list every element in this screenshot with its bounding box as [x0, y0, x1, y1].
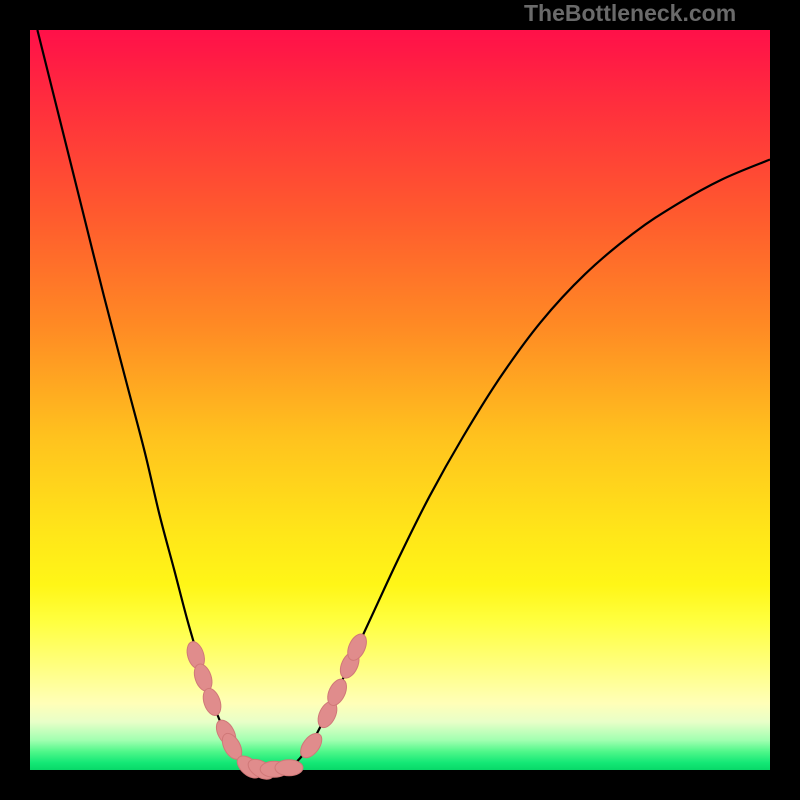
gradient-background: [30, 30, 770, 770]
chart-container: TheBottleneck.com: [0, 0, 800, 800]
curve-marker: [275, 760, 303, 776]
plot-svg: [0, 0, 800, 800]
